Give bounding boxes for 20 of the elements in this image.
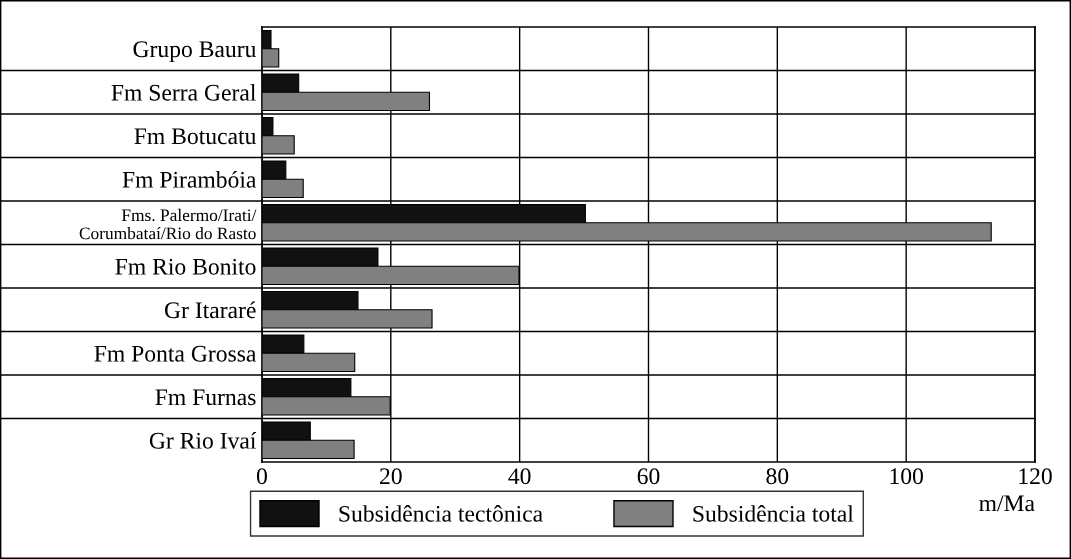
y-tick-label: Fms. Palermo/Irati/ Corumbataí/Rio do Rasto: [79, 208, 257, 240]
legend-label: Subsidência total: [693, 505, 854, 522]
x-axis-title: m/Ma: [979, 495, 1035, 512]
x-tick-label: 40: [508, 468, 531, 485]
x-tick-label: 0: [256, 468, 267, 485]
y-tick-label: Gr Rio Ivaí: [149, 432, 257, 449]
y-tick-label: Fm Ponta Grossa: [94, 345, 257, 362]
legend-label: Subsidência tectônica: [339, 505, 543, 522]
y-tick-label: Fm Botucatu: [134, 128, 257, 145]
y-tick-label: Grupo Bauru: [133, 41, 257, 62]
x-tick-label: 100: [890, 468, 923, 485]
y-tick-label: Fm Pirambóia: [122, 171, 257, 188]
y-tick-label: Fm Rio Bonito: [115, 258, 256, 275]
y-tick-label: Fm Furnas: [155, 389, 256, 406]
y-tick-label: Fm Serra Geral: [111, 84, 256, 101]
y-tick-label: Gr Itararé: [164, 301, 256, 319]
x-tick-label: 20: [380, 468, 402, 485]
x-tick-label: 120: [1019, 468, 1052, 485]
x-tick-label: 80: [766, 468, 789, 485]
x-tick-label: 60: [637, 468, 660, 485]
